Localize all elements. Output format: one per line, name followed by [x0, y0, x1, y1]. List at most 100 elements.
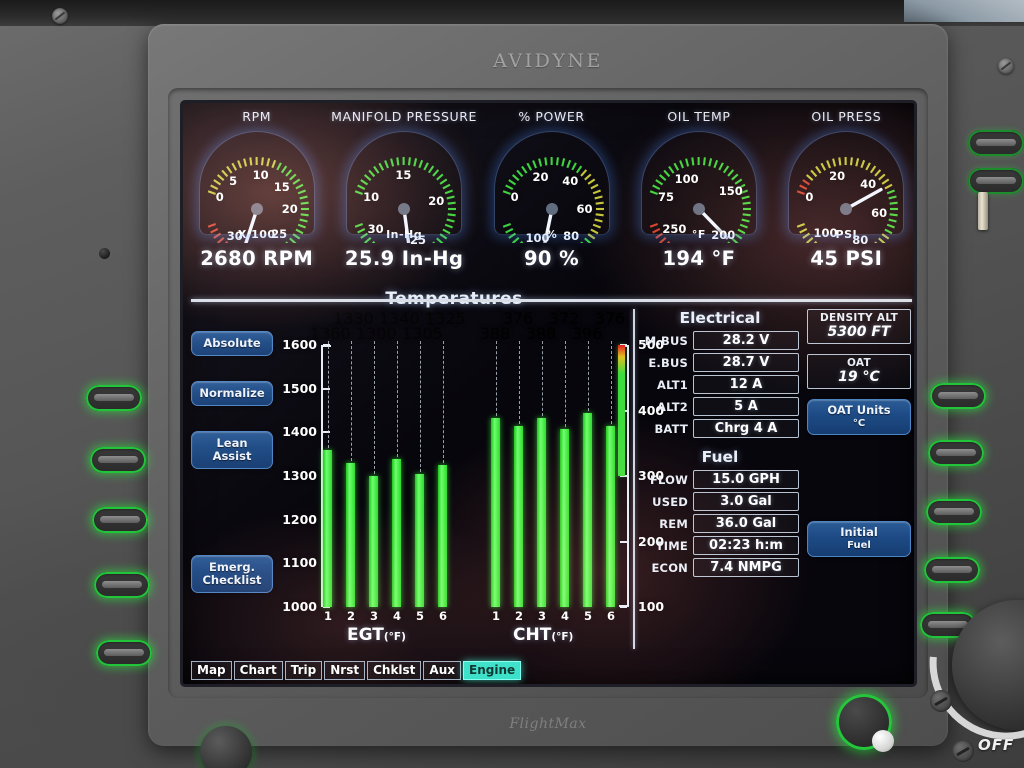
initial-fuel-button[interactable]: Initial Fuel: [807, 520, 911, 557]
chart-axis-cap: [619, 605, 629, 607]
fuel-rows: FLOW 15.0 GPH USED 3.0 Gal REM 36.0 Gal TIME 02…: [641, 470, 799, 577]
chart-bar: [606, 426, 615, 607]
tab-nrst[interactable]: Nrst: [324, 661, 366, 680]
fuel-panel-title: Fuel: [701, 448, 739, 466]
card-slot[interactable]: [978, 192, 988, 230]
bezel-button-left-2[interactable]: [90, 447, 146, 473]
oat-value: 19 °C: [838, 369, 880, 385]
bezel-button-right-3[interactable]: [926, 499, 982, 525]
electrical-row-value: 28.7 V: [693, 353, 799, 372]
chart-bar: [438, 465, 447, 607]
electrical-row: M.BUS 28.2 V: [641, 331, 799, 350]
chart-xtick-label: 2: [514, 609, 523, 623]
chart-bar: [415, 473, 424, 607]
tab-chklst[interactable]: Chklst: [367, 661, 422, 680]
bezel-button-right-4[interactable]: [924, 557, 980, 583]
cht-range-strip: [618, 345, 625, 476]
electrical-row-label: BATT: [654, 421, 688, 436]
chart-ytick: [323, 606, 330, 608]
fuel-row-value: 3.0 Gal: [693, 492, 799, 511]
engine-gauges-row: RPM 0 5 10 15 20 25 30 X 100 2680 RPM MANIFOLD PRE…: [183, 109, 914, 303]
chart-xtick-label: 3: [537, 609, 546, 623]
chart-value-leader: [350, 341, 352, 461]
knob-pointer-cap[interactable]: [872, 730, 894, 752]
chart-value-label: 396: [571, 324, 603, 343]
fuel-row: TIME 02:23 h:m: [641, 536, 799, 555]
softkey-emerg-checklist[interactable]: Emerg. Checklist: [191, 555, 273, 594]
electrical-row: ALT1 12 A: [641, 375, 799, 394]
electrical-row-value: Chrg 4 A: [693, 419, 799, 438]
gauge-bezel-glow: [346, 131, 463, 235]
oat-units-value: °C: [852, 417, 866, 429]
bezel-button-left-1[interactable]: [86, 385, 142, 411]
chart-value-leader: [495, 341, 497, 417]
gauge-tick-label: 80: [852, 232, 869, 247]
gauge-title: % POWER: [518, 109, 585, 124]
tab-map[interactable]: Map: [191, 661, 232, 680]
softkey-lean-assist[interactable]: Lean Assist: [191, 431, 273, 470]
fuel-row-value: 7.4 NMPG: [693, 558, 799, 577]
chart-ylabel: 400: [638, 402, 665, 418]
fuel-row: USED 3.0 Gal: [641, 492, 799, 511]
electrical-row-label: ALT2: [657, 399, 688, 414]
windshield-glare: [904, 0, 1024, 22]
electrical-row-label: ALT1: [657, 377, 688, 392]
bezel-button-left-4[interactable]: [94, 572, 150, 598]
gauge-readout: 2680 RPM: [200, 247, 314, 270]
bezel-button-right-2[interactable]: [928, 440, 984, 466]
chart-bar: [392, 458, 401, 607]
gauge-dial: 0 20 40 60 80 100 PSI: [784, 125, 908, 247]
bezel-button-right-1[interactable]: [930, 383, 986, 409]
fuel-row-label: REM: [659, 516, 688, 531]
electrical-row: ALT2 5 A: [641, 397, 799, 416]
chart-bar: [537, 418, 546, 607]
gauge-bezel-glow: [198, 131, 315, 235]
gauge-bezel-glow: [640, 131, 757, 235]
bezel-button-right-top2[interactable]: [968, 168, 1024, 194]
lower-left-knob[interactable]: [200, 726, 252, 768]
chart-axis-left: [321, 345, 323, 607]
chart-ylabel: 1200: [282, 511, 317, 527]
softkey-label-line2: Checklist: [202, 573, 262, 588]
chart-ytick: [323, 431, 330, 434]
bezel-button-left-5[interactable]: [96, 640, 152, 666]
chart-value-leader: [518, 341, 520, 425]
chart-bar: [583, 413, 592, 607]
chart-xtick-label: 4: [392, 609, 401, 623]
tab-trip[interactable]: Trip: [284, 661, 323, 680]
electrical-row-label: M.BUS: [644, 333, 688, 348]
chart-group-label-egt: EGT(°F): [347, 625, 406, 645]
dash-top-strip: [0, 0, 1024, 26]
chart-plot-area: 1000 1100 1200 1300 1400 1500 1600 100 200 300 400…: [279, 337, 664, 623]
chart-value-leader: [327, 341, 329, 448]
tab-aux[interactable]: Aux: [423, 661, 461, 680]
softkey-label-line2: Assist: [212, 449, 252, 464]
tab-engine[interactable]: Engine: [463, 661, 522, 680]
panel-screw: [952, 740, 974, 762]
electrical-row-value: 12 A: [693, 375, 799, 394]
bezel-button-right-top[interactable]: [968, 130, 1024, 156]
bezel-button-left-3[interactable]: [92, 507, 148, 533]
chart-xtick-label: 3: [369, 609, 378, 623]
chart-xtick-label: 6: [438, 609, 447, 623]
chart-value-label: 1305: [402, 324, 443, 343]
page-tab-bar[interactable]: Map Chart Trip Nrst Chklst Aux Engine: [191, 661, 522, 680]
chart-value-leader: [541, 341, 543, 417]
softkey-normalize[interactable]: Normalize: [191, 381, 273, 407]
chart-xtick-label: 1: [323, 609, 332, 623]
chart-value-label: 372: [548, 309, 580, 328]
electrical-row: BATT Chrg 4 A: [641, 419, 799, 438]
gauge-readout: 194 °F: [662, 247, 736, 270]
gauge-readout: 45 PSI: [810, 247, 883, 270]
engine-page-body: Absolute Normalize Lean Assist Emerg. Ch…: [183, 289, 914, 684]
knob-off-label: OFF: [978, 736, 1015, 754]
chart-axis-right: [627, 345, 629, 607]
gauge-bezel-glow: [493, 131, 610, 235]
oat-units-button[interactable]: OAT Units °C: [807, 399, 911, 435]
gauge-oil-press: OIL PRESS 0 20 40 60 80 100 PSI 45 PSI: [773, 109, 914, 303]
gauge-title: RPM: [242, 109, 272, 124]
tab-chart[interactable]: Chart: [233, 661, 283, 680]
chart-bar: [560, 428, 569, 607]
chart-value-label: 376: [502, 309, 534, 328]
softkey-absolute[interactable]: Absolute: [191, 331, 273, 357]
